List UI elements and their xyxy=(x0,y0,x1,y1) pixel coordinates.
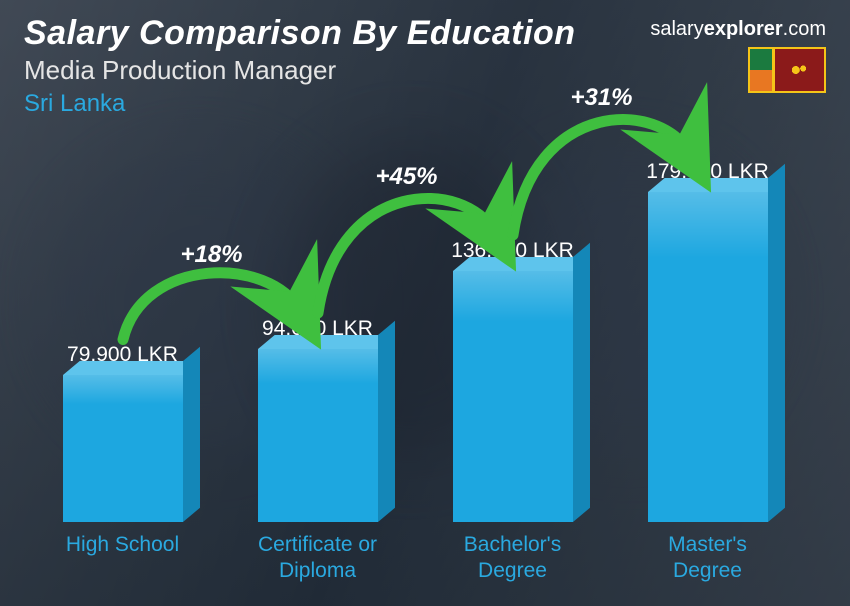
country-label: Sri Lanka xyxy=(24,90,826,118)
brand-text: salaryexplorer.com xyxy=(650,18,826,41)
bar-label: High School xyxy=(66,532,179,584)
flag-field xyxy=(775,49,824,91)
bar xyxy=(453,271,573,522)
bar-label: Bachelor'sDegree xyxy=(464,532,561,585)
bar-label: Certificate orDiploma xyxy=(258,532,377,585)
bar xyxy=(63,375,183,522)
sri-lanka-flag-icon xyxy=(748,47,826,93)
bar-group: 79,900 LKR High School xyxy=(40,343,205,584)
bar xyxy=(648,192,768,522)
bar-group: 179,000 LKR Master'sDegree xyxy=(625,160,790,585)
bar-group: 136,000 LKR Bachelor'sDegree xyxy=(430,239,595,585)
bar xyxy=(258,349,378,522)
bar-chart: 79,900 LKR High School 94,000 LKR Certif… xyxy=(40,150,790,584)
bar-label: Master'sDegree xyxy=(668,532,747,585)
flag-stripe-orange xyxy=(750,70,772,91)
brand: salaryexplorer.com xyxy=(650,18,826,93)
flag-stripe-green xyxy=(750,49,772,70)
bar-group: 94,000 LKR Certificate orDiploma xyxy=(235,317,400,585)
